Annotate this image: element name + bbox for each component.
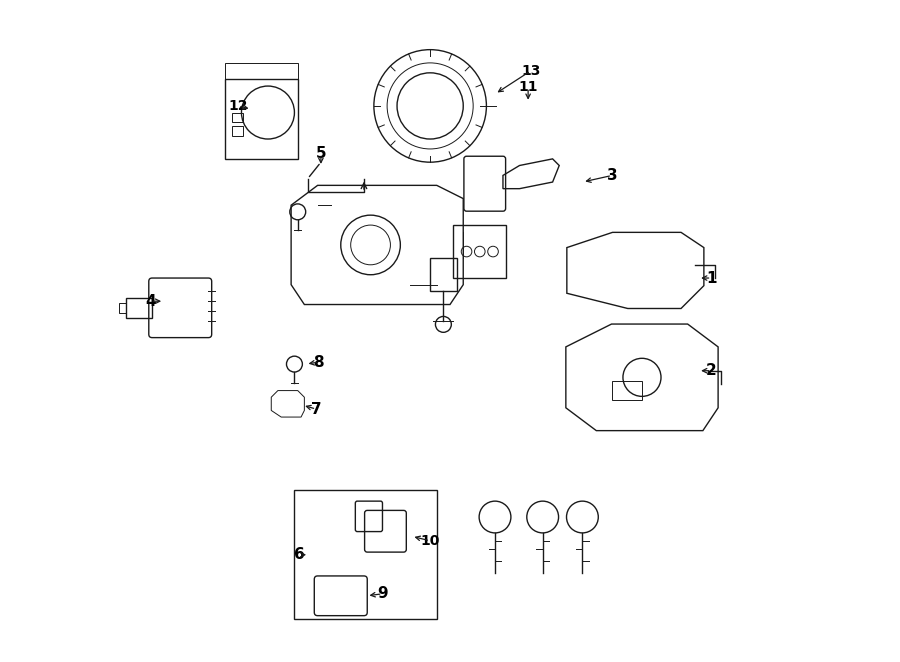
Text: 8: 8 (313, 355, 324, 369)
Text: 11: 11 (518, 80, 538, 95)
Text: 9: 9 (377, 587, 388, 601)
Text: 12: 12 (229, 99, 248, 113)
Text: 7: 7 (311, 402, 321, 416)
Text: 6: 6 (293, 547, 304, 562)
Text: 13: 13 (521, 64, 541, 78)
Bar (231, 113, 244, 122)
Text: 5: 5 (316, 146, 326, 161)
Text: 10: 10 (420, 534, 440, 548)
Text: 1: 1 (706, 271, 716, 285)
Bar (430, 258, 456, 291)
Bar (611, 381, 642, 400)
Bar (225, 79, 298, 159)
Bar (225, 63, 298, 79)
Bar (454, 225, 507, 278)
Text: 3: 3 (607, 168, 617, 183)
Bar (294, 490, 436, 619)
Bar (119, 303, 126, 313)
Bar (231, 126, 244, 136)
Text: 2: 2 (706, 363, 717, 378)
Text: 4: 4 (146, 294, 156, 308)
Bar (126, 298, 152, 318)
